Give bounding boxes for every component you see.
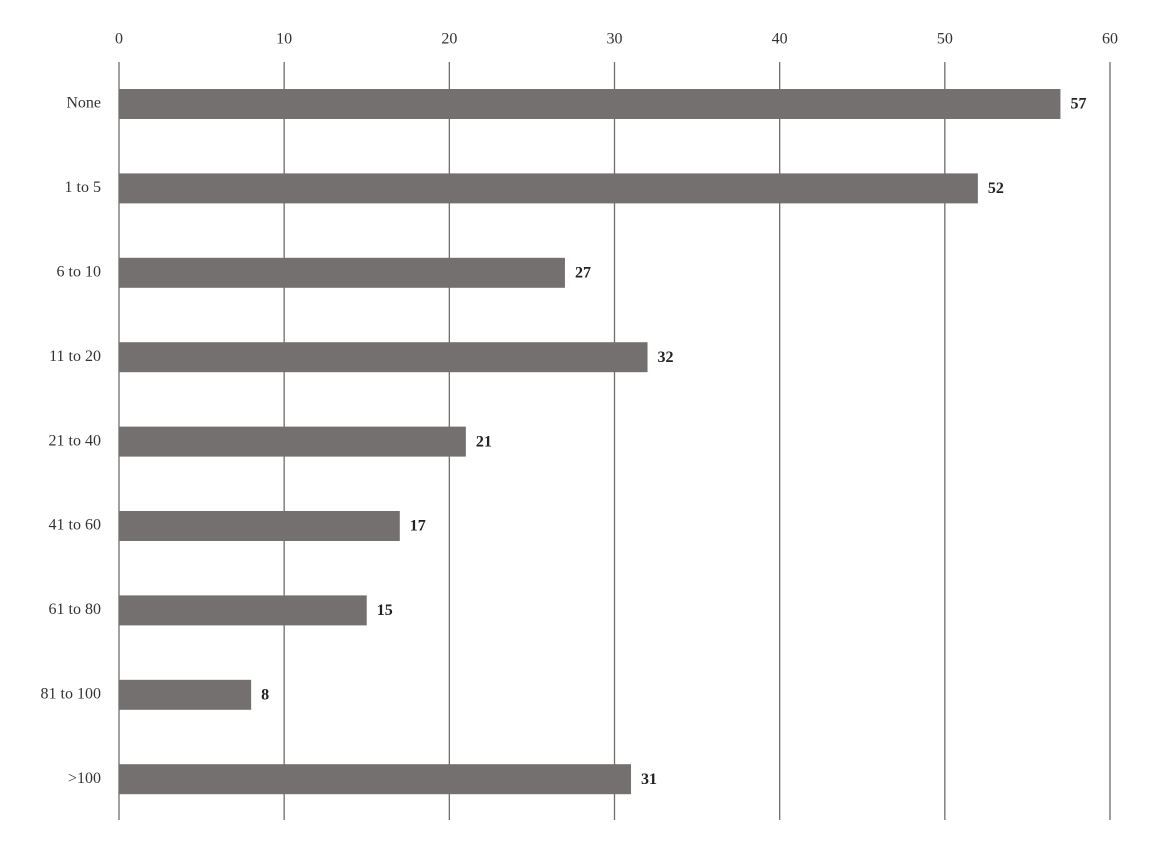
y-tick-label: None <box>66 95 101 112</box>
bar <box>119 173 978 204</box>
y-tick-label: 41 to 60 <box>49 517 101 534</box>
y-tick-label: 21 to 40 <box>49 432 101 449</box>
y-tick-label: 61 to 80 <box>49 601 101 618</box>
bar <box>119 89 1061 119</box>
bar <box>119 257 565 288</box>
bar <box>119 511 400 541</box>
bar <box>119 342 648 373</box>
x-tick-label: 50 <box>937 31 953 48</box>
value-label: 31 <box>641 771 657 788</box>
bar <box>119 595 367 626</box>
value-label: 32 <box>658 349 674 366</box>
y-tick-label: 6 to 10 <box>57 263 101 280</box>
x-tick-label: 60 <box>1102 31 1118 48</box>
y-tick-label: 11 to 20 <box>49 348 101 365</box>
value-label: 52 <box>988 180 1004 197</box>
x-tick-label: 0 <box>115 31 123 48</box>
value-label: 57 <box>1070 96 1086 113</box>
bar <box>119 764 632 795</box>
x-tick-label: 40 <box>772 31 788 48</box>
y-tick-label: 81 to 100 <box>41 685 101 702</box>
bar <box>119 679 252 710</box>
value-label: 27 <box>575 264 591 281</box>
value-label: 17 <box>410 518 426 535</box>
x-tick-label: 30 <box>607 31 623 48</box>
y-tick-label: 1 to 5 <box>65 179 101 196</box>
value-label: 8 <box>261 686 269 703</box>
y-tick-label: >100 <box>68 770 101 787</box>
x-tick-label: 10 <box>276 31 292 48</box>
value-label: 15 <box>377 602 393 619</box>
x-tick-label: 20 <box>441 31 457 48</box>
bar <box>119 426 466 457</box>
value-label: 21 <box>476 433 492 450</box>
